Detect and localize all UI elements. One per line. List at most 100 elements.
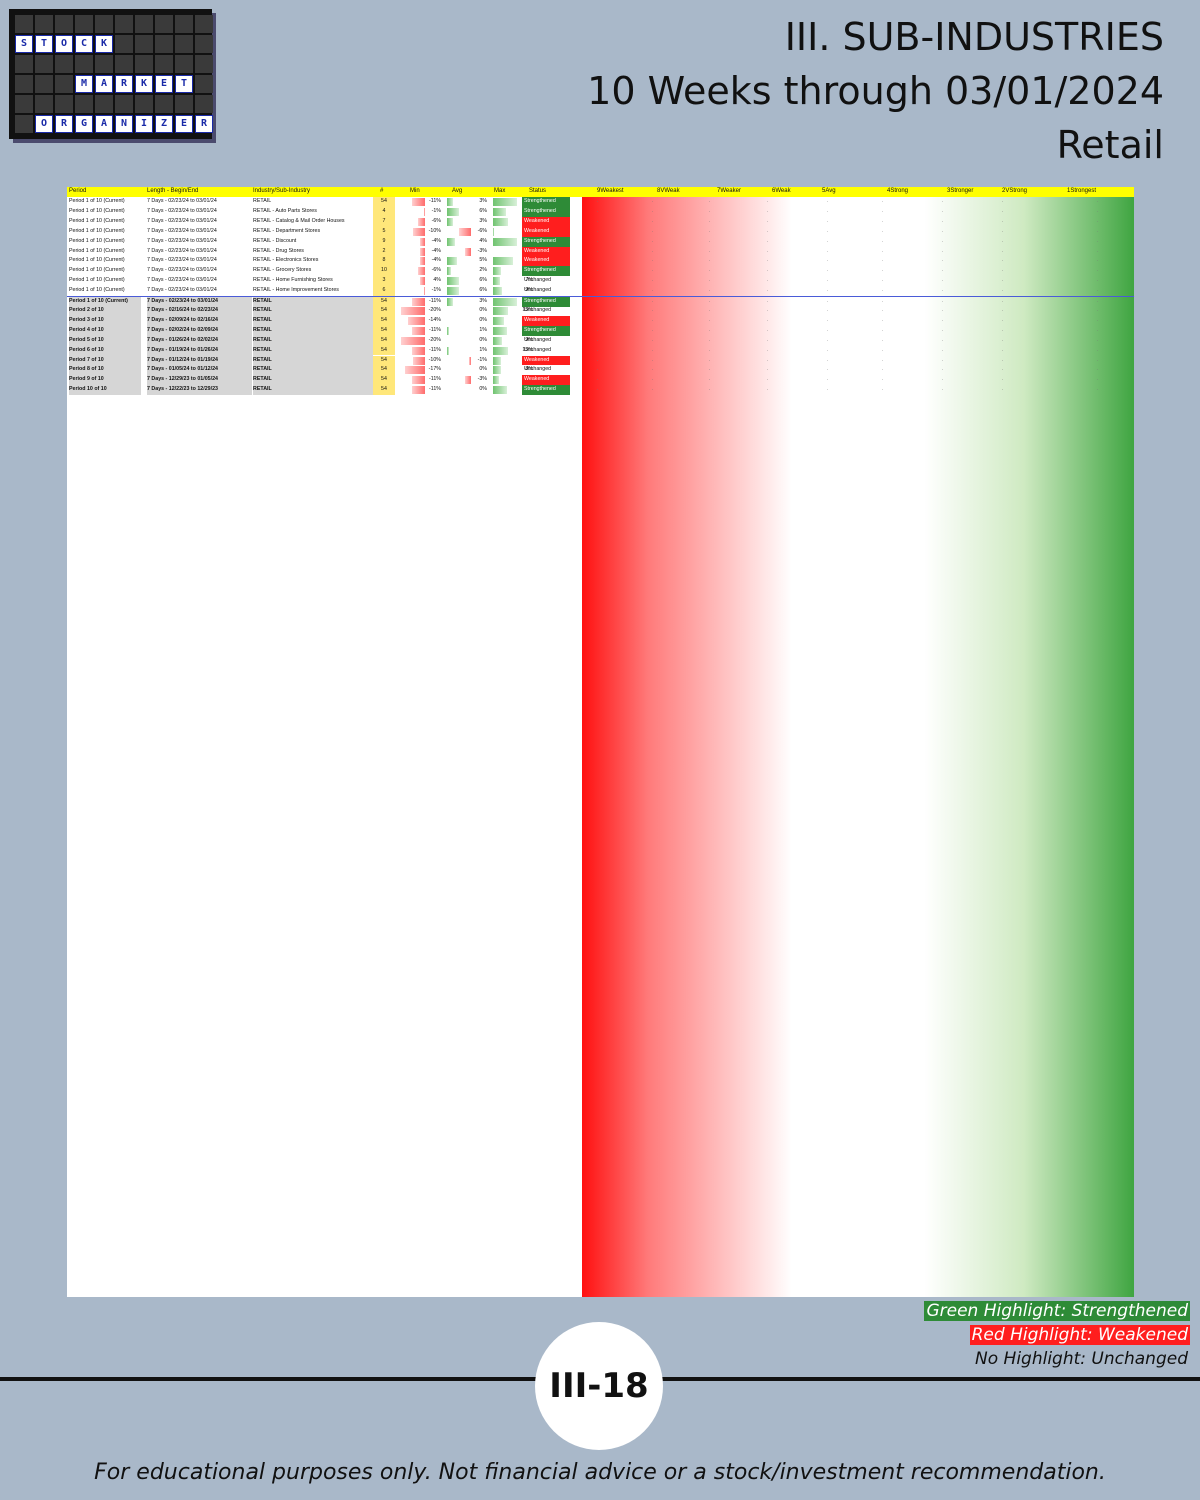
column-header[interactable]: Industry/Sub-Industry (253, 188, 311, 194)
table-row: Period 1 of 10 (Current) 7 Days - 02/23/2… (67, 266, 1134, 277)
column-header[interactable]: 3Stronger (947, 188, 974, 194)
min-bar (420, 247, 425, 256)
rank-columns: ......... (592, 217, 1132, 227)
count-cell: 54 (373, 325, 395, 336)
column-header[interactable]: 6Weak (772, 188, 791, 194)
rank-dot: . (1002, 287, 1004, 294)
logo-cell (55, 95, 73, 113)
rank-dot: . (1097, 267, 1099, 274)
rank-dot: . (709, 346, 711, 353)
length-cell: 7 Days - 02/23/24 to 03/01/24 (147, 267, 217, 274)
rank-dot: . (597, 247, 599, 254)
min-cell: -10% (397, 227, 441, 237)
rank-gradient-background (582, 187, 1134, 1297)
column-header[interactable]: 2VStrong (1002, 188, 1028, 194)
logo-cell: E (175, 115, 193, 133)
length-cell: 7 Days - 02/23/24 to 03/01/24 (147, 217, 217, 224)
table-header-row: Period Length - Begin/End Industry/Sub-Ind… (67, 187, 1134, 197)
table-row: Period 6 of 10 7 Days - 01/19/24 to 01/26… (67, 345, 1134, 356)
max-bar (493, 326, 507, 335)
column-header[interactable]: 7Weaker (717, 188, 741, 194)
rank-dot: . (882, 346, 884, 353)
logo-cell: A (95, 75, 113, 93)
rank-dot: . (709, 247, 711, 254)
column-header[interactable]: Min (410, 188, 420, 194)
table-row: Period 10 of 10 7 Days - 12/22/23 to 12/2… (67, 385, 1134, 396)
rank-dot: . (597, 287, 599, 294)
rank-dot: . (882, 287, 884, 294)
column-header[interactable]: Max (494, 188, 506, 194)
max-bar (493, 257, 513, 266)
column-header[interactable]: 1Strongest (1067, 188, 1097, 194)
max-bar (493, 346, 508, 355)
min-bar (411, 198, 425, 206)
rank-dot: . (1097, 277, 1099, 284)
rank-columns: ......... (592, 385, 1132, 395)
rank-dot: . (652, 298, 654, 305)
period-cell: Period 1 of 10 (Current) (69, 277, 125, 284)
length-cell: 7 Days - 01/05/24 to 01/12/24 (147, 365, 252, 376)
logo-cell (35, 15, 53, 33)
min-bar (401, 306, 425, 315)
logo-cell: R (55, 115, 73, 133)
rank-dot: . (882, 267, 884, 274)
page-title: III. SUB-INDUSTRIES 10 Weeks through 03/… (587, 10, 1164, 172)
rank-dot: . (767, 227, 769, 234)
rank-dot: . (767, 237, 769, 244)
logo-cell (195, 75, 213, 93)
count-cell: 3 (373, 276, 395, 287)
rank-dot: . (1002, 237, 1004, 244)
rank-dot: . (882, 298, 884, 305)
rank-dot: . (597, 217, 599, 224)
min-cell: -11% (397, 326, 441, 336)
column-header[interactable]: # (380, 188, 384, 194)
column-header[interactable]: Period (69, 188, 87, 194)
table-row: Period 1 of 10 (Current) 7 Days - 02/23/2… (67, 226, 1134, 237)
column-header[interactable]: Length - Begin/End (147, 188, 199, 194)
column-header[interactable]: 5Avg (822, 188, 836, 194)
avg-bar (447, 326, 449, 335)
rank-dot: . (709, 336, 711, 343)
max-bar (493, 376, 499, 385)
column-header[interactable]: Avg (452, 188, 463, 194)
max-bar (493, 267, 501, 276)
period-cell: Period 1 of 10 (Current) (69, 237, 125, 244)
table-row: Period 7 of 10 7 Days - 01/12/24 to 01/19… (67, 355, 1134, 366)
rank-dot: . (1097, 287, 1099, 294)
industry-cell: RETAIL (253, 355, 373, 366)
count-cell: 8 (373, 256, 395, 267)
min-cell: -11% (397, 297, 441, 307)
rank-dot: . (942, 227, 944, 234)
max-bar (493, 217, 508, 226)
rank-dot: . (709, 257, 711, 264)
logo-cell (135, 15, 153, 33)
logo-cell: T (175, 75, 193, 93)
rank-dot: . (1097, 306, 1099, 313)
avg-bar (459, 227, 471, 236)
rank-dot: . (1002, 356, 1004, 363)
avg-cell: 3% (443, 197, 487, 207)
max-bar (493, 386, 507, 395)
status-cell: Strengthened (522, 197, 570, 207)
rank-dot: . (597, 306, 599, 313)
length-cell: 7 Days - 02/23/24 to 03/01/24 (147, 257, 217, 264)
length-cell: 7 Days - 02/16/24 to 02/23/24 (147, 305, 252, 316)
rank-dot: . (1097, 356, 1099, 363)
industry-cell: RETAIL (253, 365, 373, 376)
rank-dot: . (1002, 217, 1004, 224)
column-header[interactable]: 4Strong (887, 188, 909, 194)
count-cell: 54 (373, 315, 395, 326)
status-cell: Weakened (522, 315, 570, 326)
rank-dot: . (709, 198, 711, 204)
logo-cell (175, 55, 193, 73)
column-header[interactable]: 8VWeak (657, 188, 680, 194)
period-cell: Period 1 of 10 (Current) (69, 247, 125, 254)
status-cell: Weakened (522, 226, 570, 237)
column-header[interactable]: 9Weakest (597, 188, 624, 194)
industry-cell: RETAIL - Catalog & Mail Order Houses (253, 217, 345, 224)
count-cell: 54 (373, 335, 395, 346)
rank-dot: . (882, 336, 884, 343)
rank-dot: . (652, 306, 654, 313)
column-header[interactable]: Status (529, 188, 547, 194)
rank-dot: . (1002, 207, 1004, 214)
